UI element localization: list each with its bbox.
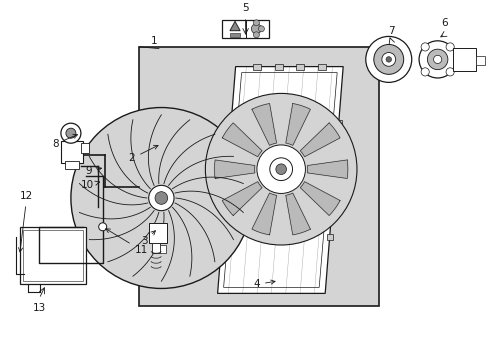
Circle shape [418, 41, 455, 78]
Bar [296, 64, 304, 69]
Bar [81, 143, 89, 153]
Bar [253, 64, 261, 69]
Text: 10: 10 [81, 180, 100, 190]
Polygon shape [222, 182, 262, 216]
Polygon shape [222, 123, 262, 157]
Bar [229, 33, 240, 37]
Bar [274, 64, 282, 69]
Bar [152, 243, 160, 253]
Circle shape [427, 49, 447, 69]
Text: 11: 11 [105, 229, 147, 255]
Polygon shape [300, 123, 339, 157]
Circle shape [373, 45, 403, 74]
Circle shape [253, 32, 259, 38]
Circle shape [258, 26, 264, 32]
Circle shape [269, 158, 292, 181]
Bar [475, 56, 484, 65]
Text: 6: 6 [441, 18, 447, 28]
Circle shape [253, 20, 259, 26]
Bar [222, 20, 268, 38]
Bar [227, 120, 234, 126]
Polygon shape [285, 104, 310, 145]
Circle shape [205, 93, 356, 245]
Circle shape [365, 36, 411, 82]
Polygon shape [285, 193, 310, 235]
Circle shape [275, 164, 286, 175]
Polygon shape [214, 160, 254, 179]
Text: 2: 2 [128, 145, 158, 163]
Text: 7: 7 [387, 26, 394, 36]
Polygon shape [217, 67, 343, 293]
Bar [149, 223, 167, 243]
Bar [452, 48, 475, 71]
Bar [219, 234, 224, 240]
Circle shape [420, 68, 428, 76]
Circle shape [71, 108, 251, 288]
Bar [139, 47, 378, 306]
Polygon shape [229, 22, 240, 31]
Bar [65, 161, 79, 169]
Circle shape [445, 43, 453, 51]
Text: 1: 1 [150, 36, 157, 46]
Text: 13: 13 [32, 303, 46, 313]
Bar [20, 227, 85, 284]
Bar [160, 245, 166, 253]
Bar [61, 141, 83, 163]
Circle shape [61, 123, 81, 143]
Circle shape [256, 145, 305, 193]
Text: 5: 5 [242, 3, 248, 13]
Circle shape [251, 24, 261, 34]
Circle shape [420, 43, 428, 51]
Text: 3: 3 [141, 231, 155, 246]
Polygon shape [223, 73, 337, 287]
Circle shape [385, 57, 391, 62]
Polygon shape [251, 193, 276, 235]
Circle shape [66, 128, 76, 138]
Polygon shape [251, 104, 276, 145]
Bar [223, 177, 229, 183]
Text: 8: 8 [52, 134, 77, 149]
Bar [326, 234, 332, 240]
Bar [330, 177, 337, 183]
Circle shape [381, 53, 395, 66]
Bar [317, 64, 325, 69]
Circle shape [433, 55, 441, 63]
Text: 12: 12 [19, 191, 34, 252]
Circle shape [99, 223, 106, 231]
Circle shape [148, 185, 174, 211]
Circle shape [445, 68, 453, 76]
Bar [22, 230, 82, 282]
Polygon shape [300, 182, 339, 216]
Polygon shape [307, 160, 347, 179]
Text: 4: 4 [253, 279, 275, 289]
Circle shape [155, 192, 167, 204]
Bar [335, 120, 341, 126]
Text: 9: 9 [85, 166, 102, 176]
